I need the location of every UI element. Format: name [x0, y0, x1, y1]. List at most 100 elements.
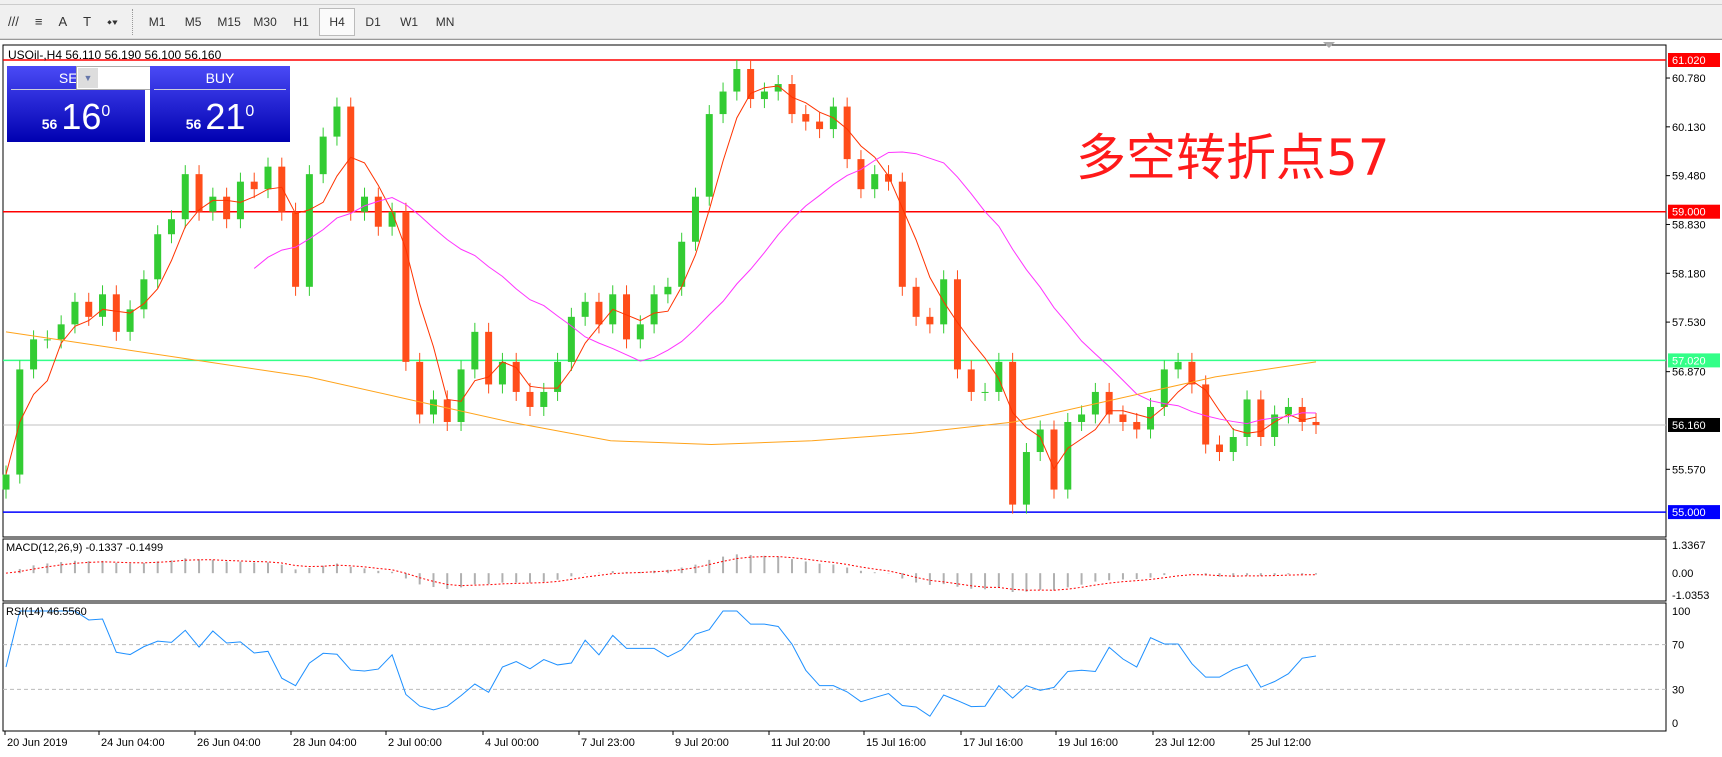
timeframe-h4-button[interactable]: H4: [319, 7, 356, 36]
current-price-tag: [1668, 417, 1720, 432]
bull-candle: [71, 301, 79, 325]
arrows-tool-icon[interactable]: ⬩▾: [107, 13, 119, 29]
bear-candle: [1312, 421, 1320, 425]
bull-candle: [209, 196, 217, 212]
bear-candle: [1215, 444, 1223, 453]
bear-candle: [485, 331, 493, 385]
bear-candle: [347, 106, 355, 212]
decrease-lot-button[interactable]: ▼: [78, 68, 98, 88]
price-tick-label: 56.870: [1672, 367, 1706, 379]
bear-candle: [1119, 414, 1127, 422]
level-price-tag: [1668, 353, 1720, 368]
buy-price-small: 56: [185, 116, 202, 132]
macd-tick-label: 0.00: [1672, 568, 1693, 580]
bull-candle: [361, 196, 369, 212]
timeframe-h1-button[interactable]: H1: [293, 14, 309, 29]
bear-candle: [1188, 361, 1196, 385]
bull-candle: [43, 339, 51, 341]
rsi-tick-label: 30: [1672, 684, 1684, 696]
bear-candle: [802, 114, 810, 122]
bull-candle: [140, 279, 148, 310]
bear-candle: [112, 294, 120, 332]
level-price-label: 61.020: [1672, 55, 1706, 67]
bull-candle: [1036, 429, 1044, 453]
bear-candle: [1009, 361, 1017, 505]
time-tick-label: 24 Jun 04:00: [101, 737, 165, 749]
bull-candle: [719, 91, 727, 115]
rsi-label: RSI(14) 46.5560: [6, 606, 87, 618]
bear-candle: [816, 121, 824, 130]
chart-window[interactable]: 60.780 60.130 59.480 58.830 58.180 57.530 56.8…: [0, 39, 1722, 756]
buy-price-sup: 0: [245, 103, 255, 120]
timeframe-m1-button[interactable]: M1: [148, 14, 166, 29]
macd-tick-label: -1.0353: [1672, 590, 1709, 602]
time-tick-label: 11 Jul 20:00: [771, 737, 830, 749]
bull-candle: [1174, 361, 1182, 370]
bear-candle: [788, 84, 796, 115]
rsi-tick-label: 100: [1672, 606, 1690, 618]
bull-candle: [429, 399, 437, 415]
time-tick-label: 4 Jul 00:00: [485, 737, 539, 749]
bear-candle: [195, 174, 203, 212]
buy-button[interactable]: BUY 56 210: [150, 66, 290, 142]
chart-title: USOil-,H4 56.110 56.190 56.100 56.160: [8, 48, 222, 62]
time-tick-label: 20 Jun 2019: [7, 737, 68, 749]
bull-candle: [319, 136, 327, 175]
bear-candle: [623, 294, 631, 340]
timeframe-m15-button[interactable]: M15: [217, 14, 241, 29]
annotation-text: 多空转折点57: [1076, 129, 1390, 187]
bull-candle: [126, 309, 134, 332]
bear-candle: [1105, 391, 1113, 415]
timeframe-mn-button[interactable]: MN: [435, 14, 455, 29]
main-pane-frame: [2, 44, 1667, 538]
price-tick-label: 58.180: [1672, 268, 1706, 280]
bull-candle: [567, 316, 575, 362]
timeframe-m30-button[interactable]: M30: [253, 14, 277, 29]
bull-candle: [871, 174, 879, 190]
fibonacci-tool-icon[interactable]: ≡: [34, 14, 43, 29]
rsi-pane-frame: [2, 602, 1667, 732]
level-price-label: 57.020: [1672, 355, 1706, 367]
bear-candle: [912, 286, 920, 317]
text-tool-icon[interactable]: A: [58, 14, 68, 29]
bear-candle: [1298, 406, 1306, 422]
mid-moving-average-line: [253, 151, 1317, 425]
bull-candle: [554, 361, 562, 392]
bull-candle: [1229, 437, 1237, 453]
timeframe-w1-button[interactable]: W1: [400, 14, 419, 29]
bull-candle: [581, 301, 589, 317]
bull-candle: [774, 84, 782, 92]
bear-candle: [292, 211, 300, 287]
bear-candle: [595, 301, 603, 325]
timeframe-m5-button[interactable]: M5: [184, 14, 202, 29]
level-price-tag: [1668, 53, 1720, 67]
bull-candle: [388, 211, 396, 227]
bear-candle: [747, 69, 755, 100]
time-tick-label: 15 Jul 16:00: [866, 737, 926, 749]
bear-candle: [857, 159, 865, 190]
bull-candle: [333, 106, 341, 137]
equidistant-channel-tool-icon[interactable]: ///: [8, 14, 19, 29]
fast-moving-average-line: [5, 85, 1317, 475]
bull-candle: [691, 196, 699, 242]
price-tick-label: 58.830: [1672, 219, 1706, 231]
bull-candle: [305, 174, 313, 287]
bull-candle: [2, 474, 10, 490]
sell-price-small: 56: [41, 116, 58, 132]
bear-candle: [374, 196, 382, 227]
timeframe-d1-button[interactable]: D1: [365, 14, 381, 29]
level-price-tag: [1668, 505, 1720, 520]
top-strip: [0, 0, 1722, 5]
time-tick-label: 26 Jun 04:00: [197, 737, 261, 749]
bear-candle: [1202, 384, 1210, 445]
slow-moving-average-line: [5, 331, 1317, 446]
bear-candle: [526, 391, 534, 407]
bear-candle: [443, 399, 451, 422]
bull-candle: [181, 174, 189, 220]
price-chart[interactable]: 60.780 60.130 59.480 58.830 58.180 57.530 56.8…: [0, 40, 1722, 757]
buy-label: BUY: [154, 68, 286, 90]
rsi-tick-label: 0: [1672, 718, 1678, 730]
bear-candle: [512, 361, 520, 392]
text-label-tool-icon[interactable]: T: [83, 14, 92, 29]
